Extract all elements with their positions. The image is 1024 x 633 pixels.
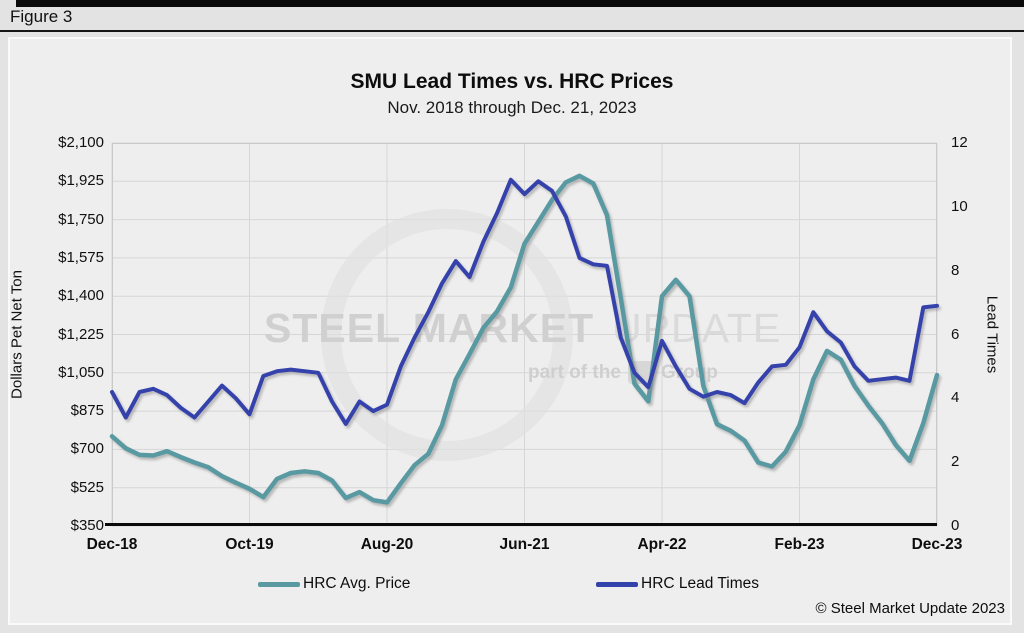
left-axis-title: Dollars Pet Net Ton <box>8 270 26 399</box>
figure-underline <box>0 30 1024 32</box>
chart-subtitle: Nov. 2018 through Dec. 21, 2023 <box>387 98 637 117</box>
right-axis-tick-label: 0 <box>951 517 960 534</box>
left-axis-tick-label: $1,750 <box>58 210 104 228</box>
x-axis-tick-label: Oct-19 <box>225 536 274 553</box>
x-axis-tick-label: Dec-18 <box>86 536 138 553</box>
x-axis-tick-label: Apr-22 <box>637 536 687 553</box>
plot-area: STEEL MARKET UPDATE part of the Group <box>105 142 940 527</box>
right-axis-tick-label: 12 <box>951 134 968 151</box>
right-axis-tick-label: 4 <box>951 389 960 407</box>
figure-label: Figure 3 <box>10 7 73 26</box>
hrc-avg-price-legend-label: HRC Avg. Price <box>303 575 411 592</box>
left-axis-tick-label: $700 <box>70 440 104 458</box>
x-axis-tick-label: Aug-20 <box>360 536 414 553</box>
left-axis-tick-label: $1,050 <box>58 363 104 381</box>
copyright-text: © Steel Market Update 2023 <box>815 600 1006 617</box>
chart-title: SMU Lead Times vs. HRC Prices <box>350 70 674 93</box>
legend-item-hrc-lead-times: HRC Lead Times <box>596 573 759 595</box>
left-axis-tick-label: $875 <box>70 402 104 420</box>
right-axis-tick-label: 8 <box>951 261 960 279</box>
left-axis-tick-label: $1,225 <box>58 325 104 343</box>
left-axis-tick-label: $525 <box>70 478 104 496</box>
right-axis-tick-label: 6 <box>951 325 960 343</box>
hrc-avg-price-legend-marker-icon <box>258 581 300 587</box>
right-axis-tick-label: 2 <box>951 453 960 471</box>
left-axis-tick-label: $350 <box>70 517 104 534</box>
series-lines <box>105 173 940 526</box>
hrc-lead-times-legend-label: HRC Lead Times <box>641 575 760 592</box>
right-axis-tick-label: 10 <box>951 197 968 215</box>
hrc-avg-price-line <box>109 173 940 505</box>
x-axis-tick-label: Jun-21 <box>499 536 550 553</box>
hrc-lead-times-line <box>110 177 939 426</box>
legend-item-hrc-avg-price: HRC Avg. Price <box>258 573 410 595</box>
window-top-bar <box>16 0 1024 7</box>
left-axis-tick-label: $2,100 <box>58 134 104 151</box>
left-axis-tick-label: $1,925 <box>58 172 104 190</box>
left-axis-tick-label: $1,400 <box>58 287 104 305</box>
hrc-lead-times-legend-marker-icon <box>596 581 638 587</box>
left-axis-tick-label: $1,575 <box>58 248 104 266</box>
x-axis-tick-label: Feb-23 <box>774 536 825 553</box>
x-axis-tick-label: Dec-23 <box>911 536 963 553</box>
